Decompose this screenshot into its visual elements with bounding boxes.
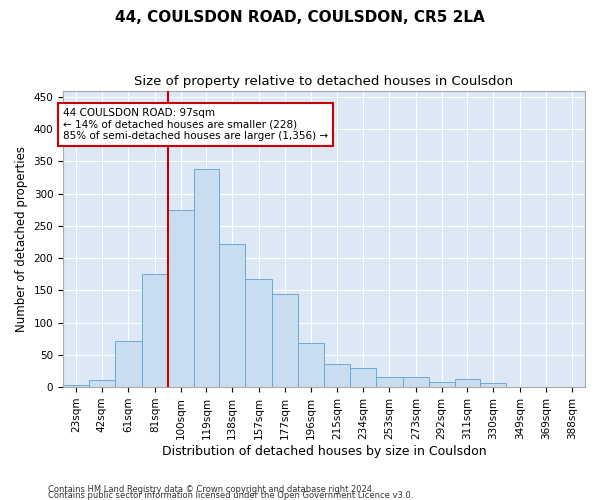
- Bar: [455, 380, 481, 387]
- Bar: [428, 382, 455, 387]
- Bar: [324, 364, 350, 387]
- Bar: [403, 378, 428, 387]
- Text: 44 COULSDON ROAD: 97sqm
← 14% of detached houses are smaller (228)
85% of semi-d: 44 COULSDON ROAD: 97sqm ← 14% of detache…: [63, 108, 328, 141]
- Bar: [167, 210, 194, 387]
- Y-axis label: Number of detached properties: Number of detached properties: [15, 146, 28, 332]
- Bar: [481, 383, 506, 387]
- Bar: [298, 344, 324, 387]
- Bar: [245, 279, 272, 387]
- Bar: [272, 294, 298, 387]
- Bar: [142, 274, 167, 387]
- X-axis label: Distribution of detached houses by size in Coulsdon: Distribution of detached houses by size …: [162, 444, 487, 458]
- Bar: [194, 169, 220, 387]
- Bar: [89, 380, 115, 387]
- Bar: [63, 385, 89, 387]
- Bar: [115, 340, 142, 387]
- Title: Size of property relative to detached houses in Coulsdon: Size of property relative to detached ho…: [134, 75, 514, 88]
- Bar: [376, 378, 403, 387]
- Bar: [220, 244, 245, 387]
- Bar: [350, 368, 376, 387]
- Text: 44, COULSDON ROAD, COULSDON, CR5 2LA: 44, COULSDON ROAD, COULSDON, CR5 2LA: [115, 10, 485, 25]
- Text: Contains HM Land Registry data © Crown copyright and database right 2024.: Contains HM Land Registry data © Crown c…: [48, 484, 374, 494]
- Text: Contains public sector information licensed under the Open Government Licence v3: Contains public sector information licen…: [48, 490, 413, 500]
